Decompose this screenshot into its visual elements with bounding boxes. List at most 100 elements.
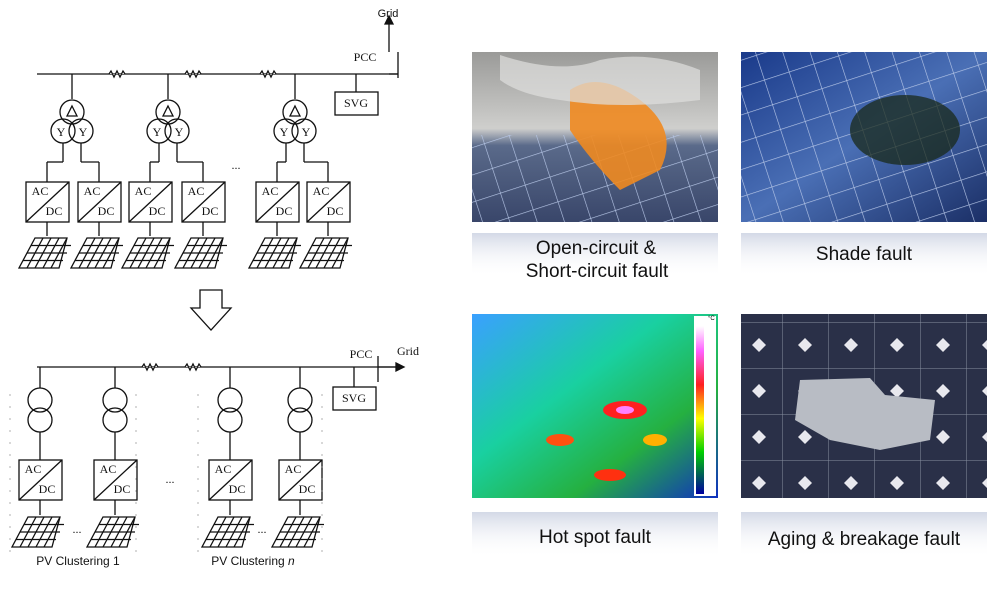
wire [303,516,321,548]
pv-panel [17,237,68,269]
cluster-dot [321,406,323,408]
cluster-dot [197,550,199,552]
cluster-dot [321,442,323,444]
cluster-dot [9,478,11,480]
cluster-dot [321,478,323,480]
ellipsis: ... [232,158,241,172]
converter-label: AC [84,184,101,198]
winding [59,99,85,125]
converter-label: DC [46,204,63,218]
wire [264,237,282,269]
grid-label: Grid [397,344,419,358]
wire [128,181,173,223]
resistor [141,362,159,372]
converter-label: AC [100,462,117,476]
cluster-index: n [288,554,295,568]
cluster-dot [321,490,323,492]
resistor [184,69,202,79]
cluster-dot [197,466,199,468]
wire [198,237,216,269]
cluster-index: 1 [113,554,120,568]
wire [256,237,274,269]
delta [161,104,175,117]
wire [233,516,251,548]
converter-label: DC [98,204,115,218]
photo-hot [546,434,574,446]
cluster-dot [135,430,137,432]
wire [50,237,68,269]
cluster-dot [197,418,199,420]
winding-label: Y [175,125,184,139]
converter-label: DC [276,204,293,218]
wire [272,237,290,269]
wire [287,516,305,548]
wire [77,181,122,223]
photo-hot [643,434,667,446]
wire [93,459,138,501]
pv-panel [120,237,171,269]
photo-hot [594,469,626,481]
cluster-dot [135,394,137,396]
flow-arrow [189,289,233,331]
wire [35,516,53,548]
cluster-dot [321,538,323,540]
ellipsis: ... [73,522,82,536]
cluster-name: PV Clustering [211,554,284,568]
winding-label: Y [280,125,289,139]
wire [94,516,112,548]
cluster-dot [135,490,137,492]
cluster-label: PV Clustering n [211,554,295,568]
fault-photos: °C Open-circuit & Short-circuit fault Sh… [472,52,987,558]
winding [282,99,308,125]
converter-label: DC [299,482,316,496]
winding [287,387,313,413]
cluster-dot [321,454,323,456]
caption-bg [472,233,718,277]
cluster-dot [9,406,11,408]
wire [206,237,224,269]
caption: Short-circuit fault [526,261,669,282]
wire [19,516,37,548]
wire [190,237,208,269]
cluster-dot [135,526,137,528]
svg-label: SVG [344,96,368,110]
converter-label: AC [215,462,232,476]
cluster-dot [9,502,11,504]
converter-label: AC [32,184,49,198]
wire [181,181,226,223]
cluster-dot [197,442,199,444]
wire [94,237,112,269]
cluster-dot [321,550,323,552]
pv-panel [270,516,321,548]
pcc-label: PCC [354,50,377,64]
wire [279,516,297,548]
wire [102,516,120,548]
caption: Open-circuit & [536,238,657,259]
converter-label: AC [313,184,330,198]
scale-unit: °C [708,316,715,322]
photo-smoke [500,55,700,105]
delta [288,104,302,117]
photo-hotspot [472,314,718,498]
cluster-dot [321,430,323,432]
cluster-dot [197,454,199,456]
cluster-dot [135,406,137,408]
caption-bg [741,233,987,277]
resistor [184,362,202,372]
wire [26,237,44,269]
delta [65,104,79,117]
wire [86,237,104,269]
converter-label: DC [202,204,219,218]
ellipsis: ... [166,472,175,486]
svg-box [332,386,377,411]
cluster-dot [135,466,137,468]
wire [34,237,52,269]
wire [182,237,200,269]
cluster-dot [197,490,199,492]
pcc-label: PCC [350,347,373,361]
converter-label: AC [285,462,302,476]
cluster-dot [9,526,11,528]
cluster-dot [135,514,137,516]
scale-bar [696,326,704,494]
